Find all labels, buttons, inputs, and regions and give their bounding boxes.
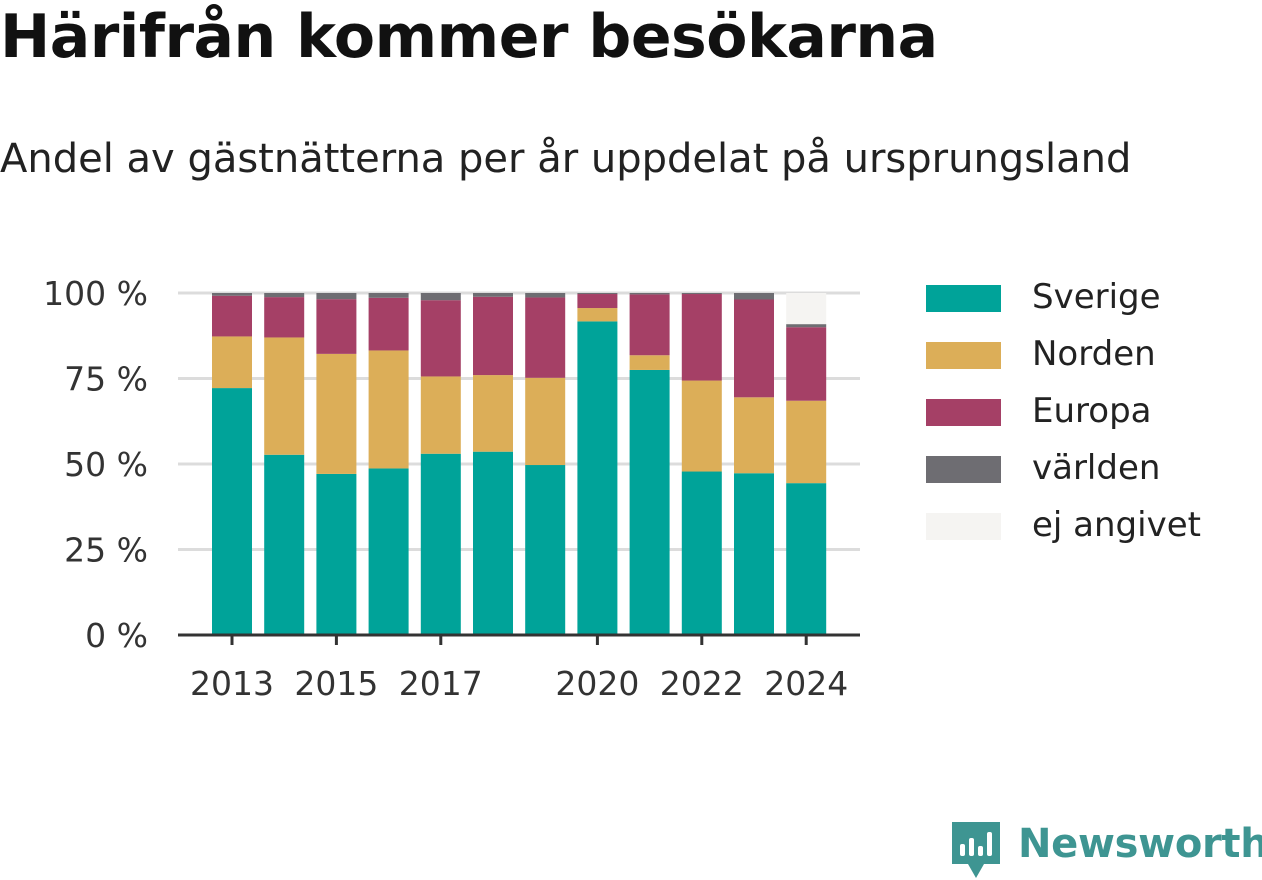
bar-sverige-2016[interactable] xyxy=(368,468,409,635)
legend-swatch-europa xyxy=(926,399,1001,426)
legend-swatch-sverige xyxy=(926,285,1001,312)
bar-europa-2018[interactable] xyxy=(473,296,513,376)
bar-norden-2023[interactable] xyxy=(734,397,774,474)
bar-europa-2022[interactable] xyxy=(681,294,722,381)
bar-norden-2013[interactable] xyxy=(212,336,252,389)
bar-norden-2015[interactable] xyxy=(316,353,357,474)
bar-ej-angivet-2024[interactable] xyxy=(786,293,827,325)
x-tick-label: 2013 xyxy=(190,664,274,703)
bar-europa-2021[interactable] xyxy=(629,294,670,356)
newsworthy-icon xyxy=(952,822,1000,878)
bar-europa-2013[interactable] xyxy=(212,295,252,337)
bar-varlden-2023[interactable] xyxy=(734,293,774,300)
legend-label-europa: Europa xyxy=(1032,391,1152,431)
y-tick-label: 25 % xyxy=(64,531,148,570)
y-tick-label: 0 % xyxy=(85,616,148,655)
bar-norden-2022[interactable] xyxy=(681,380,722,472)
bar-sverige-2024[interactable] xyxy=(786,483,827,635)
bar-sverige-2015[interactable] xyxy=(316,473,357,635)
x-tick-label: 2015 xyxy=(294,664,378,703)
brand-name: Newsworthy xyxy=(1018,821,1262,867)
bar-sverige-2019[interactable] xyxy=(525,465,566,635)
bar-europa-2024[interactable] xyxy=(786,327,827,401)
bar-norden-2014[interactable] xyxy=(264,337,305,455)
bar-sverige-2013[interactable] xyxy=(212,388,252,635)
bar-varlden-2019[interactable] xyxy=(525,293,566,298)
bar-varlden-2013[interactable] xyxy=(212,293,252,296)
bar-sverige-2023[interactable] xyxy=(734,473,774,635)
bar-norden-2017[interactable] xyxy=(420,376,461,454)
bar-europa-2017[interactable] xyxy=(420,300,461,377)
bars xyxy=(212,293,827,635)
bar-sverige-2020[interactable] xyxy=(577,321,618,635)
bar-europa-2014[interactable] xyxy=(264,297,305,338)
bar-varlden-2021[interactable] xyxy=(629,293,670,295)
bar-sverige-2014[interactable] xyxy=(264,454,305,635)
bar-norden-2016[interactable] xyxy=(368,350,409,469)
bar-sverige-2018[interactable] xyxy=(473,451,513,635)
chart-title: Härifrån kommer besökarna xyxy=(0,2,938,72)
legend-swatch-varlden xyxy=(926,456,1001,483)
x-tick-label: 2024 xyxy=(764,664,848,703)
bar-europa-2020[interactable] xyxy=(577,294,618,309)
y-tick-label: 100 % xyxy=(43,274,148,313)
bar-norden-2019[interactable] xyxy=(525,377,566,466)
legend-swatch-ej-angivet xyxy=(926,513,1001,540)
legend-label-sverige: Sverige xyxy=(1032,277,1161,317)
y-tick-label: 75 % xyxy=(64,360,148,399)
legend-swatch-norden xyxy=(926,342,1001,369)
x-tick-label: 2017 xyxy=(399,664,483,703)
legend-label-varlden: världen xyxy=(1032,448,1161,488)
bar-europa-2019[interactable] xyxy=(525,297,566,378)
bar-varlden-2022[interactable] xyxy=(681,293,722,295)
bar-varlden-2024[interactable] xyxy=(786,324,827,328)
bar-norden-2020[interactable] xyxy=(577,308,618,322)
y-tick-label: 50 % xyxy=(64,445,148,484)
axes: 0 % 25 % 50 % 75 % 100 % 2013 2015 2017 2020 2022… xyxy=(43,274,860,703)
bar-sverige-2021[interactable] xyxy=(629,369,670,635)
bar-varlden-2016[interactable] xyxy=(368,293,409,298)
bar-varlden-2017[interactable] xyxy=(420,293,461,301)
x-tick-label: 2020 xyxy=(555,664,639,703)
x-tick-label: 2022 xyxy=(660,664,744,703)
legend-label-norden: Norden xyxy=(1032,334,1156,374)
bar-europa-2015[interactable] xyxy=(316,299,357,354)
bar-varlden-2014[interactable] xyxy=(264,293,305,298)
stacked-bar-chart: 0 % 25 % 50 % 75 % 100 % 2013 2015 2017 2020 2022… xyxy=(43,274,860,703)
bar-norden-2021[interactable] xyxy=(629,355,670,370)
bar-sverige-2017[interactable] xyxy=(420,453,461,635)
bar-norden-2018[interactable] xyxy=(473,375,513,452)
bar-norden-2024[interactable] xyxy=(786,400,827,484)
bar-europa-2016[interactable] xyxy=(368,297,409,351)
bar-europa-2023[interactable] xyxy=(734,299,774,398)
chart-subtitle: Andel av gästnätterna per år uppdelat på… xyxy=(0,136,1132,182)
legend-label-ej-angivet: ej angivet xyxy=(1032,505,1201,545)
bar-varlden-2015[interactable] xyxy=(316,293,357,300)
bar-varlden-2018[interactable] xyxy=(473,293,513,297)
bar-sverige-2022[interactable] xyxy=(681,471,722,635)
bar-varlden-2020[interactable] xyxy=(577,293,618,295)
